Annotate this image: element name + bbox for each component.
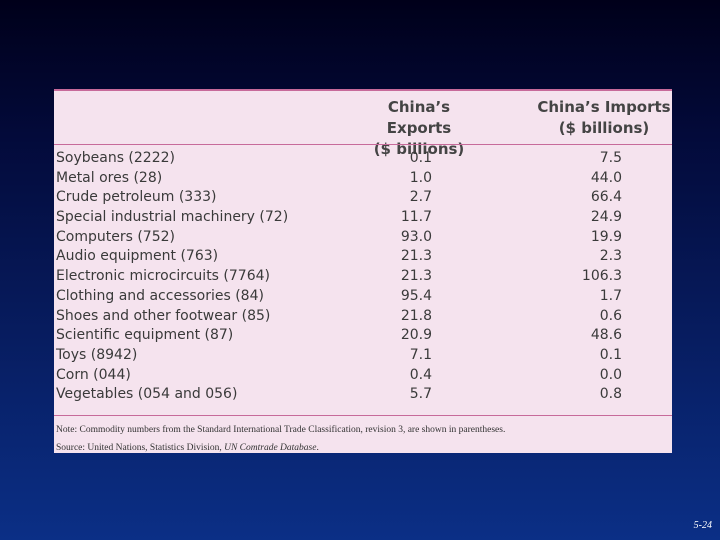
table-row: Crude petroleum (333) 2.7 66.4 (54, 188, 672, 208)
exports-column-header: China’s Exports ($ billions) (354, 97, 484, 158)
imports-cell: 48.6 (590, 327, 622, 344)
imports-cell: 0.8 (599, 386, 622, 403)
table-body: Soybeans (2222) 0.1 7.5 Metal ores (28) 1.0 4… (54, 149, 672, 405)
imports-cell: 106.3 (581, 268, 622, 285)
table-source: Source: United Nations, Statistics Divis… (56, 443, 319, 453)
imports-cell: 0.0 (599, 366, 622, 383)
exports-cell: 1.0 (409, 169, 432, 186)
table-row: Soybeans (2222) 0.1 7.5 (54, 149, 672, 169)
table-row: Toys (8942) 7.1 0.1 (54, 346, 672, 366)
slide-number: 5-24 (693, 520, 712, 531)
commodity-cell: Corn (044) (56, 366, 131, 383)
imports-cell: 66.4 (590, 189, 622, 206)
imports-cell: 0.6 (599, 307, 622, 324)
commodity-cell: Soybeans (2222) (56, 150, 175, 166)
table-row: Audio equipment (763) 21.3 2.3 (54, 247, 672, 267)
imports-header-line2: ($ billions) (558, 119, 650, 137)
imports-column-header: China’s Imports ($ billions) (534, 97, 674, 141)
exports-cell: 0.4 (409, 366, 432, 383)
commodity-cell: Vegetables (054 and 056) (56, 386, 238, 403)
table-row: Vegetables (054 and 056) 5.7 0.8 (54, 385, 672, 405)
imports-cell: 2.3 (599, 248, 622, 265)
exports-cell: 5.7 (409, 386, 432, 403)
exports-cell: 0.1 (409, 150, 432, 166)
footer-divider (54, 415, 672, 416)
table-row: Clothing and accessories (84) 95.4 1.7 (54, 287, 672, 307)
exports-cell: 2.7 (409, 189, 432, 206)
source-suffix: . (316, 443, 319, 453)
imports-cell: 24.9 (590, 209, 622, 226)
imports-cell: 7.5 (599, 150, 622, 166)
exports-cell: 21.8 (400, 307, 432, 324)
table-row: Corn (044) 0.4 0.0 (54, 366, 672, 386)
imports-cell: 1.7 (599, 287, 622, 304)
commodity-cell: Scientific equipment (87) (56, 327, 234, 344)
exports-header-line1: China’s Exports (386, 98, 452, 137)
table-row: Scientific equipment (87) 20.9 48.6 (54, 326, 672, 346)
exports-cell: 7.1 (409, 346, 432, 363)
commodity-cell: Electronic microcircuits (7764) (56, 268, 270, 285)
imports-cell: 44.0 (590, 169, 622, 186)
exports-cell: 93.0 (400, 228, 432, 245)
imports-cell: 19.9 (590, 228, 622, 245)
commodity-cell: Toys (8942) (56, 346, 138, 363)
commodity-cell: Crude petroleum (333) (56, 189, 217, 206)
source-title: UN Comtrade Database (224, 443, 317, 453)
table-note: Note: Commodity numbers from the Standar… (56, 425, 506, 435)
table-row: Special industrial machinery (72) 11.7 24.… (54, 208, 672, 228)
commodity-cell: Metal ores (28) (56, 169, 163, 186)
commodity-cell: Computers (752) (56, 228, 175, 245)
exports-cell: 21.3 (400, 268, 432, 285)
exports-cell: 20.9 (400, 327, 432, 344)
trade-table: China’s Exports ($ billions) China’s Imp… (54, 89, 672, 453)
source-prefix: Source: United Nations, Statistics Divis… (56, 443, 225, 453)
table-row: Shoes and other footwear (85) 21.8 0.6 (54, 307, 672, 327)
imports-header-line1: China’s Imports (537, 98, 671, 116)
commodity-cell: Clothing and accessories (84) (56, 287, 264, 304)
table-row: Computers (752) 93.0 19.9 (54, 228, 672, 248)
commodity-cell: Special industrial machinery (72) (56, 209, 289, 226)
table-row: Metal ores (28) 1.0 44.0 (54, 169, 672, 189)
commodity-cell: Shoes and other footwear (85) (56, 307, 271, 324)
commodity-cell: Audio equipment (763) (56, 248, 219, 265)
exports-cell: 11.7 (400, 209, 432, 226)
header-divider (54, 144, 672, 145)
table-row: Electronic microcircuits (7764) 21.3 106.3 (54, 267, 672, 287)
imports-cell: 0.1 (599, 346, 622, 363)
exports-cell: 95.4 (400, 287, 432, 304)
exports-cell: 21.3 (400, 248, 432, 265)
